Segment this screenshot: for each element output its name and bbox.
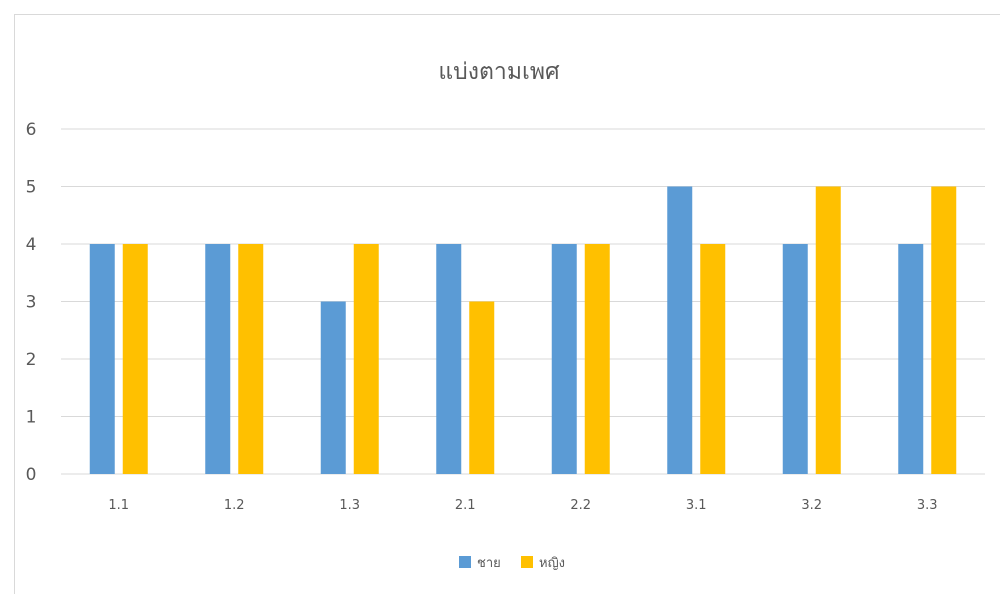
y-tick-label: 4 (26, 235, 37, 255)
bar-1.2-0 (205, 244, 231, 474)
x-tick-label: 1.3 (339, 498, 360, 513)
bars (89, 186, 957, 474)
gridlines (61, 128, 985, 475)
x-tick-label: 1.1 (108, 498, 129, 513)
legend-label: ชาย (477, 556, 501, 571)
bar-1.3-1 (353, 244, 379, 474)
bar-1.2-1 (238, 244, 264, 474)
legend: ชาย หญิง (459, 556, 565, 571)
bar-1.1-1 (122, 244, 148, 474)
y-tick-label: 6 (26, 120, 37, 140)
bar-3.3-0 (898, 244, 924, 474)
bar-2.1-1 (469, 301, 495, 474)
x-tick-label: 2.2 (570, 498, 591, 513)
x-tick-label: 3.3 (917, 498, 938, 513)
bar-3.2-1 (815, 186, 841, 474)
y-tick-label: 5 (26, 178, 37, 198)
x-tick-label: 2.1 (455, 498, 476, 513)
bar-3.1-0 (667, 186, 693, 474)
y-axis-ticks: 0 1 2 3 4 5 6 (26, 120, 37, 485)
legend-label: หญิง (539, 556, 565, 571)
bar-3.1-1 (700, 244, 726, 474)
bar-2.1-0 (436, 244, 462, 474)
legend-swatch (521, 556, 533, 568)
bar-3.2-0 (782, 244, 808, 474)
x-axis-ticks: 1.1 1.2 1.3 2.1 2.2 3.1 3.2 3.3 (108, 498, 937, 513)
bar-3.3-1 (931, 186, 957, 474)
bar-1.1-0 (89, 244, 115, 474)
x-tick-label: 3.1 (686, 498, 707, 513)
bar-2.2-1 (584, 244, 610, 474)
x-tick-label: 1.2 (224, 498, 245, 513)
bar-2.2-0 (551, 244, 577, 474)
y-tick-label: 2 (26, 350, 37, 370)
legend-swatch (459, 556, 471, 568)
y-tick-label: 0 (26, 465, 37, 485)
x-tick-label: 3.2 (801, 498, 822, 513)
bar-1.3-0 (320, 301, 346, 474)
y-tick-label: 3 (26, 293, 37, 313)
y-tick-label: 1 (26, 408, 37, 428)
chart-title: แบ่งตามเพศ (438, 59, 560, 85)
